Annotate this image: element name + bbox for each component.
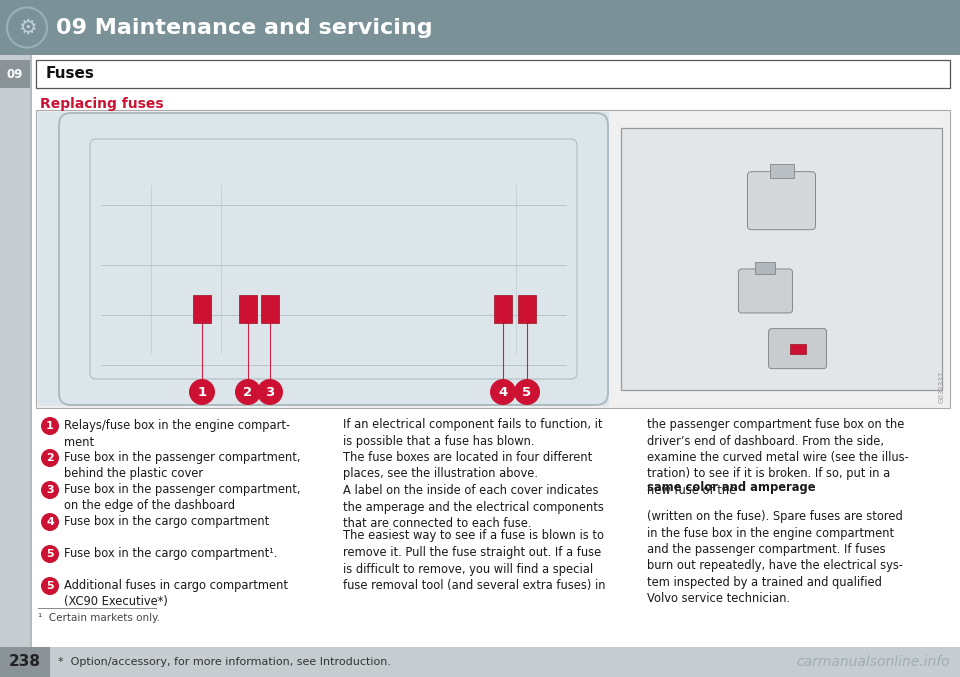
Bar bbox=[789, 344, 805, 353]
Text: G032337: G032337 bbox=[939, 371, 945, 403]
Text: 1: 1 bbox=[46, 421, 54, 431]
Circle shape bbox=[41, 513, 59, 531]
FancyBboxPatch shape bbox=[738, 269, 792, 313]
Text: Fuses: Fuses bbox=[46, 66, 95, 81]
Bar bbox=[518, 295, 536, 323]
Text: the passenger compartment fuse box on the
driver’s end of dashboard. From the si: the passenger compartment fuse box on th… bbox=[647, 418, 909, 497]
Text: 238: 238 bbox=[9, 655, 41, 670]
Text: *  Option/accessory, for more information, see Introduction.: * Option/accessory, for more information… bbox=[58, 657, 391, 667]
Bar bbox=[770, 164, 794, 177]
Text: 2: 2 bbox=[244, 385, 252, 399]
Text: Fuse box in the passenger compartment,
behind the plastic cover: Fuse box in the passenger compartment, b… bbox=[64, 451, 300, 481]
Text: 09: 09 bbox=[7, 68, 23, 81]
Bar bbox=[0, 0, 960, 55]
Text: 5: 5 bbox=[522, 385, 532, 399]
Circle shape bbox=[235, 379, 261, 405]
Bar bbox=[621, 128, 942, 390]
Circle shape bbox=[41, 545, 59, 563]
Circle shape bbox=[514, 379, 540, 405]
Circle shape bbox=[490, 379, 516, 405]
Circle shape bbox=[41, 577, 59, 595]
Circle shape bbox=[41, 449, 59, 467]
Circle shape bbox=[41, 481, 59, 499]
Text: 4: 4 bbox=[498, 385, 508, 399]
Text: Fuse box in the cargo compartment: Fuse box in the cargo compartment bbox=[64, 515, 269, 528]
Text: Replacing fuses: Replacing fuses bbox=[40, 97, 163, 111]
FancyBboxPatch shape bbox=[748, 172, 815, 230]
Text: Fuse box in the passenger compartment,
on the edge of the dashboard: Fuse box in the passenger compartment, o… bbox=[64, 483, 300, 512]
Text: ¹  Certain markets only.: ¹ Certain markets only. bbox=[38, 613, 160, 623]
Text: 1: 1 bbox=[198, 385, 206, 399]
Text: Fuse box in the cargo compartment¹.: Fuse box in the cargo compartment¹. bbox=[64, 547, 277, 560]
Bar bbox=[38, 112, 609, 406]
Bar bbox=[756, 262, 776, 274]
Text: A label on the inside of each cover indicates
the amperage and the electrical co: A label on the inside of each cover indi… bbox=[343, 484, 604, 530]
Bar bbox=[36, 110, 950, 408]
Bar bbox=[36, 60, 950, 88]
Bar bbox=[261, 295, 279, 323]
Bar bbox=[0, 60, 30, 88]
Text: carmanualsonline.info: carmanualsonline.info bbox=[797, 655, 950, 669]
Bar bbox=[30, 55, 32, 647]
Bar bbox=[0, 647, 960, 677]
Circle shape bbox=[41, 417, 59, 435]
Bar bbox=[0, 647, 50, 677]
Bar bbox=[239, 295, 257, 323]
Text: The easiest way to see if a fuse is blown is to
remove it. Pull the fuse straigh: The easiest way to see if a fuse is blow… bbox=[343, 529, 605, 592]
Text: 2: 2 bbox=[46, 453, 54, 463]
Text: (written on the fuse). Spare fuses are stored
in the fuse box in the engine comp: (written on the fuse). Spare fuses are s… bbox=[647, 494, 903, 605]
Circle shape bbox=[189, 379, 215, 405]
Text: 5: 5 bbox=[46, 581, 54, 591]
Text: Relays/fuse box in the engine compart-
ment: Relays/fuse box in the engine compart- m… bbox=[64, 419, 290, 448]
Text: If an electrical component fails to function, it
is possible that a fuse has blo: If an electrical component fails to func… bbox=[343, 418, 602, 447]
Text: 5: 5 bbox=[46, 549, 54, 559]
FancyBboxPatch shape bbox=[769, 328, 827, 368]
Circle shape bbox=[257, 379, 283, 405]
Text: 3: 3 bbox=[265, 385, 275, 399]
Text: same color and amperage: same color and amperage bbox=[647, 481, 816, 494]
Bar bbox=[0, 55, 30, 647]
Text: The fuse boxes are located in four different
places, see the illustration above.: The fuse boxes are located in four diffe… bbox=[343, 451, 592, 481]
Bar bbox=[494, 295, 512, 323]
Text: Additional fuses in cargo compartment
(XC90 Executive*): Additional fuses in cargo compartment (X… bbox=[64, 579, 288, 609]
Text: ⚙: ⚙ bbox=[17, 18, 36, 37]
Text: 3: 3 bbox=[46, 485, 54, 495]
Text: 09 Maintenance and servicing: 09 Maintenance and servicing bbox=[56, 18, 433, 37]
Bar bbox=[193, 295, 211, 323]
Text: 4: 4 bbox=[46, 517, 54, 527]
